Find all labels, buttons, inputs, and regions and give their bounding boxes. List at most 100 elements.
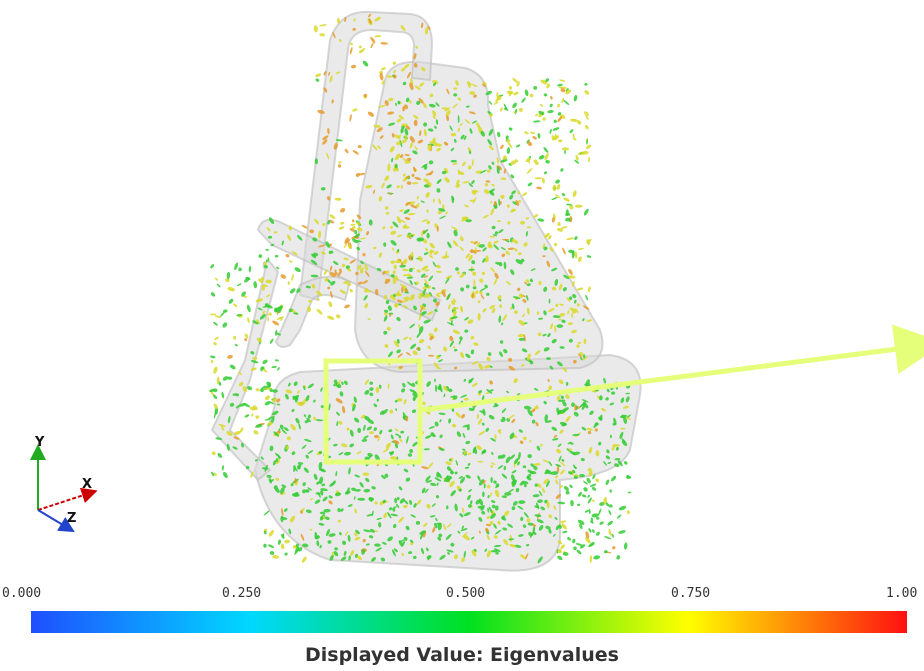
glyph <box>268 478 272 484</box>
glyph <box>510 474 516 482</box>
glyph <box>493 480 497 484</box>
glyph <box>392 221 399 228</box>
glyph <box>272 397 277 403</box>
glyph <box>546 357 551 360</box>
glyph <box>404 154 410 157</box>
glyph <box>424 488 429 494</box>
glyph <box>253 281 258 289</box>
glyph <box>423 122 428 127</box>
glyph <box>273 431 280 437</box>
glyph <box>543 147 549 153</box>
glyph <box>418 97 424 104</box>
glyph <box>552 127 560 131</box>
glyph <box>494 529 502 535</box>
glyph <box>356 246 360 251</box>
glyph <box>501 238 510 241</box>
glyph <box>316 540 320 547</box>
glyph <box>409 82 414 91</box>
glyph <box>382 226 386 230</box>
glyph <box>421 66 426 72</box>
glyph <box>427 25 431 30</box>
glyph <box>376 517 383 520</box>
glyph <box>323 508 331 513</box>
glyph <box>488 244 493 249</box>
glyph <box>460 394 468 398</box>
glyph <box>288 528 292 535</box>
glyph <box>314 499 321 504</box>
glyph <box>228 298 234 304</box>
glyph <box>398 486 403 491</box>
glyph <box>341 381 344 386</box>
glyph <box>361 549 366 555</box>
glyph <box>545 525 551 530</box>
glyph <box>511 470 517 474</box>
glyph <box>416 237 422 242</box>
glyph <box>426 209 429 213</box>
glyph <box>608 509 612 516</box>
glyph <box>276 403 281 406</box>
glyph <box>557 116 563 123</box>
glyph <box>337 379 341 386</box>
glyph <box>457 530 461 534</box>
glyph <box>315 73 322 78</box>
glyph <box>384 344 389 348</box>
glyph <box>491 451 494 455</box>
glyph <box>505 250 510 256</box>
glyph <box>463 397 469 401</box>
glyph <box>438 412 446 415</box>
glyph <box>421 230 424 237</box>
glyph <box>352 403 356 412</box>
glyph <box>213 321 218 326</box>
zoom-highlight-box[interactable] <box>323 358 423 465</box>
glyph <box>413 555 417 560</box>
glyph <box>314 531 318 540</box>
glyph <box>384 309 389 313</box>
glyph <box>435 517 438 522</box>
glyph <box>464 466 470 469</box>
glyph <box>274 254 279 258</box>
glyph <box>522 192 528 197</box>
orientation-axes[interactable]: Y X Z <box>30 435 98 533</box>
glyph <box>362 253 366 257</box>
glyph <box>496 92 499 100</box>
visualization-canvas[interactable]: Y X Z <box>0 0 924 590</box>
glyph <box>603 536 612 540</box>
glyph <box>496 157 500 164</box>
glyph <box>363 93 368 98</box>
glyph <box>251 413 254 417</box>
glyph <box>496 220 502 223</box>
glyph <box>345 265 350 270</box>
glyph <box>210 292 216 297</box>
glyph <box>301 444 307 449</box>
glyph <box>577 519 585 525</box>
glyph <box>383 512 388 519</box>
glyph <box>532 526 536 533</box>
glyph <box>427 285 431 289</box>
glyph <box>515 487 520 493</box>
glyph <box>393 523 397 529</box>
glyph <box>266 227 271 232</box>
glyph <box>588 446 593 454</box>
glyph <box>510 269 515 275</box>
glyph <box>373 427 377 432</box>
colorbar-tick-4: 1.00 <box>886 586 918 601</box>
glyph <box>543 171 548 175</box>
glyph <box>305 454 309 459</box>
glyph <box>463 512 471 517</box>
glyph <box>473 342 479 346</box>
glyph <box>285 253 290 258</box>
glyph <box>468 504 472 508</box>
glyph <box>304 438 312 443</box>
glyph <box>459 336 463 341</box>
glyph <box>280 316 284 322</box>
glyph <box>546 260 551 268</box>
glyph <box>426 555 432 560</box>
glyph <box>517 333 525 338</box>
glyph <box>511 418 516 424</box>
glyph <box>291 451 296 456</box>
glyph <box>339 531 342 536</box>
glyph <box>558 409 566 414</box>
glyph <box>340 508 344 512</box>
glyph <box>515 144 521 148</box>
glyph <box>247 386 253 391</box>
